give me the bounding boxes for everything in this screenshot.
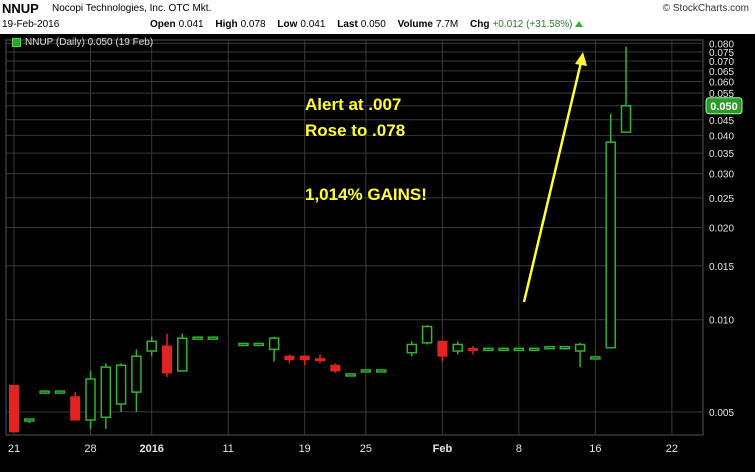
candle-body-up [483,347,494,352]
y-tick-label: 0.015 [709,262,734,273]
x-tick-label: 19 [299,443,311,455]
y-tick-label: 0.075 [709,48,734,59]
price-chart: 0.005 0.010 0.015 0.020 0.025 0.030 0.035 0.040… [5,39,743,455]
y-tick-label: 0.065 [709,67,734,78]
candle-body-up [452,343,463,352]
candle-body-up [406,343,418,354]
high-label: High [215,19,238,30]
quote-bar: Open 0.041 High 0.078 Low 0.041 Last 0.050 V… [150,19,583,30]
y-tick-label: 0.045 [709,116,734,127]
volume-label: Volume [397,19,433,30]
candle-body-up [544,345,555,350]
y-tick-label: 0.080 [709,39,734,50]
legend-candle-icon [12,37,21,47]
company-name: Nocopi Technologies, Inc. OTC Mkt. [52,3,212,14]
candle-body-down [437,340,448,357]
low-value: 0.041 [300,19,326,30]
legend-text: NNUP (Daily) 0.050 (19 Feb) [25,37,154,48]
candle-body-up [513,347,525,352]
candle-body-up [100,366,112,419]
y-tick-label: 0.040 [709,131,734,142]
last-price-badge [705,97,743,115]
change-label: Chg [470,19,490,30]
candle-body-down [70,396,81,421]
chart-legend: NNUP (Daily) 0.050 (19 Feb) [12,37,153,48]
last-value: 0.050 [360,19,386,30]
rose-annotation: Rose to .078 [305,121,406,140]
x-tick-label: Feb [433,443,453,455]
y-tick-label: 0.035 [709,149,734,160]
y-tick-label: 0.060 [709,78,734,89]
candle-body-up [131,355,142,393]
y-tick-label: 0.025 [709,194,734,205]
last-price-label: 0.050 [710,101,738,113]
candle-body-up [238,342,249,347]
x-tick-label: 21 [8,443,20,455]
quote-date: 19-Feb-2016 [2,19,60,30]
candle-body-up [559,345,571,350]
x-tick-label: 28 [84,443,96,455]
candle-body-up [39,390,50,394]
annotation-arrowhead [575,52,587,66]
y-tick-label: 0.070 [709,57,734,68]
candle-body-up [24,418,35,422]
candle-body-up [54,390,66,394]
y-tick-label: 0.055 [709,89,734,100]
y-tick-label: 0.005 [709,408,734,419]
alert-annotation: Alert at .007 [305,95,402,114]
up-arrow-icon [574,21,583,28]
candle-body-up [207,336,219,340]
y-tick-label: 0.030 [709,170,734,181]
x-tick-label: 22 [666,443,678,455]
annotation-arrow [522,57,584,303]
candle-body-up [268,337,280,351]
candle-body-up [574,343,586,352]
candle-body-up [146,340,157,352]
low-label: Low [277,19,298,30]
candle-body-up [421,325,433,344]
chart-header: NNUP Nocopi Technologies, Inc. OTC Mkt. … [0,0,755,34]
open-value: 0.041 [178,19,204,30]
candle-body-down [330,364,341,372]
x-tick-label: 16 [589,443,601,455]
gains-annotation: 1,014% GAINS! [305,185,427,204]
candle-body-up [360,369,372,373]
candle-body-up [253,342,265,347]
candle-body-up [375,369,387,373]
open-label: Open [150,19,176,30]
candle-body-down [468,347,478,351]
volume-value: 7.7M [435,19,459,30]
candle-body-up [345,373,356,377]
x-tick-label: 11 [222,443,233,455]
candle-body-down [162,345,172,374]
y-tick-label: 0.010 [709,316,734,327]
candle-body-down [315,358,325,362]
candle-body-up [192,336,203,340]
source-credit: © StockCharts.com [662,3,749,14]
candle-body-up [177,337,188,372]
candle-body-down [299,355,310,361]
ticker-symbol: NNUP [2,1,39,16]
candle-body-down [284,355,295,361]
candle-body-up [115,364,127,405]
change-value: +0.012 (+31.58%) [492,19,573,30]
candle-body-up [85,378,96,421]
y-tick-label: 0.020 [709,224,734,235]
candle-body-up [498,347,509,352]
x-tick-label: 25 [360,443,372,455]
candle-body-up [528,347,540,352]
candle-body-down [9,384,19,433]
high-value: 0.078 [240,19,266,30]
candle-body-up [605,141,616,349]
candle-body-up [620,105,632,133]
x-tick-label: 2016 [139,443,163,455]
x-tick-label: 8 [516,443,522,455]
last-label: Last [337,19,358,30]
candle-body-up [590,356,601,360]
